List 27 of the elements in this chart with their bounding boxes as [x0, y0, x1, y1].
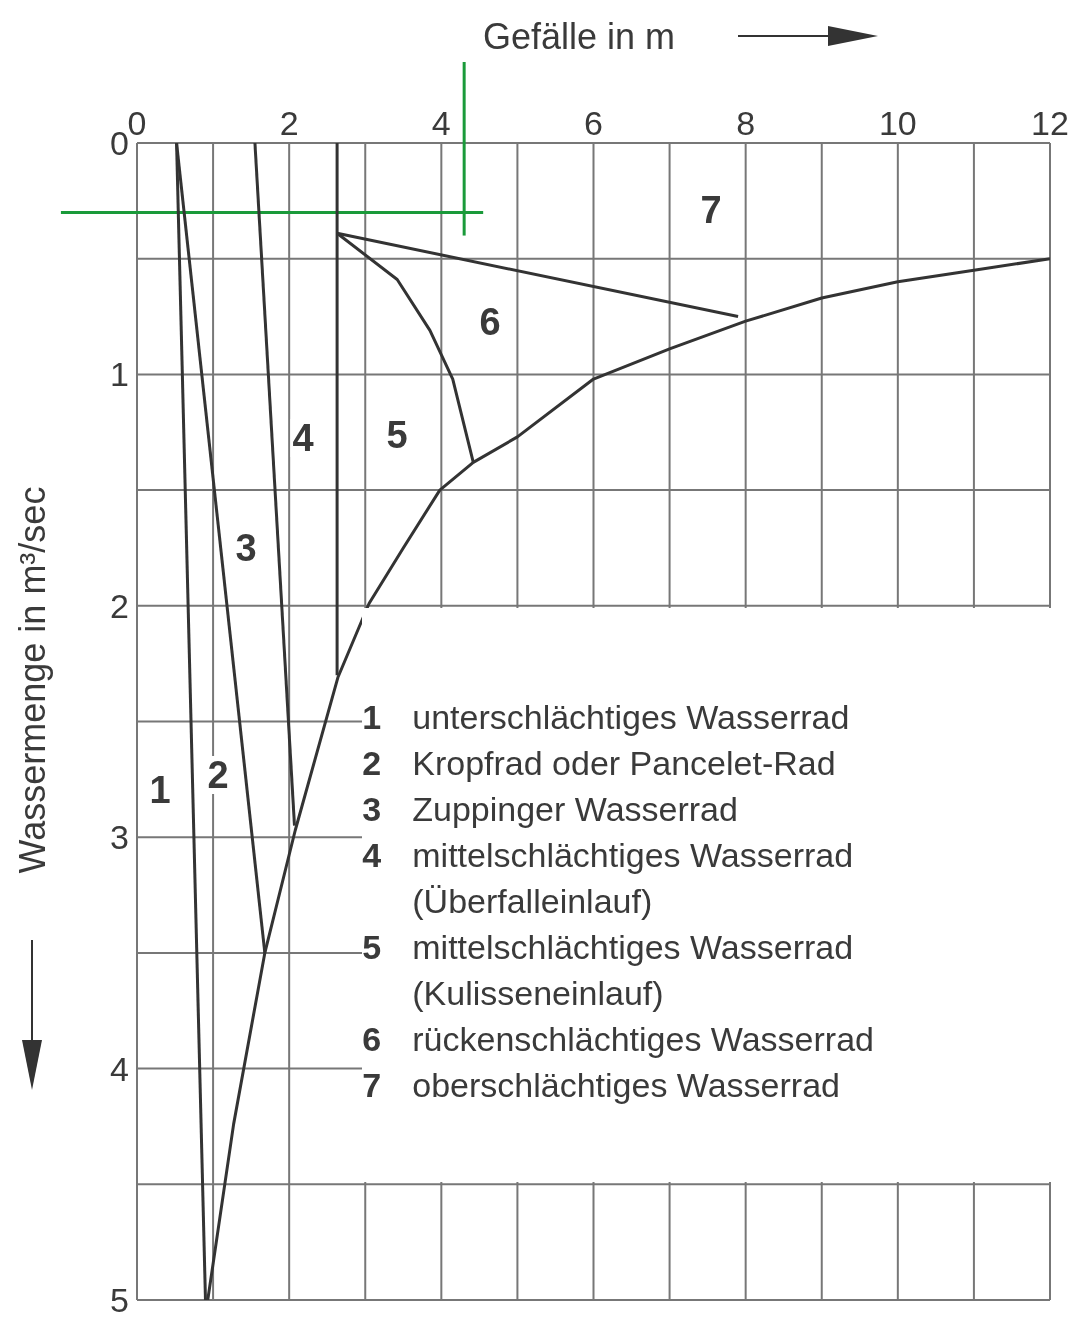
- annotation: 1: [147, 769, 173, 811]
- y-axis-title: Wassermenge in m³/sec: [12, 486, 54, 874]
- x-tick-label: 2: [279, 104, 299, 142]
- annotation: 7 oberschlächtiges Wasserrad: [362, 1064, 841, 1106]
- x-tick-label: 8: [736, 104, 756, 142]
- annotation: 5: [384, 414, 410, 456]
- annotation: 6: [477, 301, 503, 343]
- annotation: 6 rückenschlächtiges Wasserrad: [362, 1018, 875, 1060]
- annotation: 7: [698, 189, 724, 231]
- annotation: 4: [290, 417, 316, 459]
- x-tick-label: 4: [431, 104, 451, 142]
- y-tick-label: 1: [110, 355, 129, 394]
- y-tick-label: 2: [110, 586, 129, 625]
- annotation: 4 mittelschlächtiges Wasserrad (Überfalleinlauf): [362, 834, 855, 922]
- y-tick-label: 5: [110, 1281, 129, 1320]
- y-tick-label: 4: [110, 1049, 129, 1088]
- annotation: 2: [205, 754, 231, 796]
- annotation: 3: [233, 527, 259, 569]
- x-tick-label: 12: [1031, 104, 1069, 142]
- annotation: 2 Kropfrad oder Pancelet-Rad: [362, 742, 837, 784]
- x-tick-label: 6: [584, 104, 603, 142]
- annotation: 1 unterschlächtiges Wasserrad: [362, 696, 851, 738]
- x-tick-label: 10: [878, 104, 917, 142]
- annotation: 5 mittelschlächtiges Wasserrad (Kulisseneinlauf): [362, 926, 855, 1014]
- y-tick-label: 3: [110, 818, 129, 857]
- annotation: 3 Zuppinger Wasserrad: [362, 788, 739, 830]
- x-axis-title: Gefälle in m: [483, 16, 676, 58]
